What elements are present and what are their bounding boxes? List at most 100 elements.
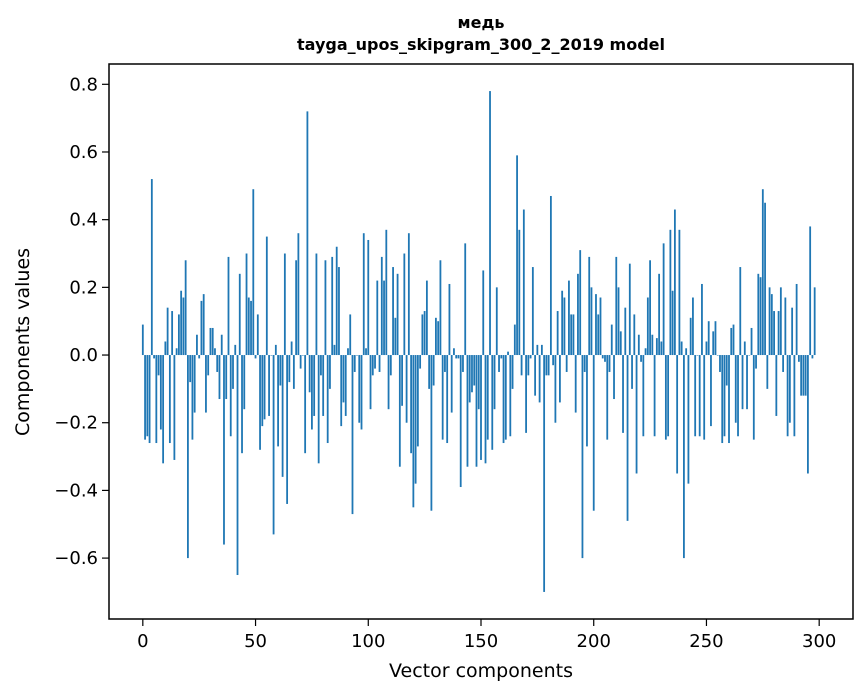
bar <box>245 253 248 356</box>
bar <box>786 355 789 437</box>
bar <box>788 355 791 423</box>
bar <box>236 355 239 576</box>
bar <box>225 355 228 400</box>
bar <box>214 348 216 356</box>
bar <box>491 355 494 450</box>
bar <box>504 355 507 440</box>
bar <box>586 355 588 447</box>
bar <box>563 297 566 356</box>
bar <box>746 355 748 410</box>
bar <box>247 297 250 356</box>
bar <box>202 294 205 356</box>
bar <box>421 314 424 356</box>
bar <box>173 355 176 460</box>
bar <box>313 355 316 416</box>
bar <box>473 355 476 386</box>
bar <box>378 355 381 372</box>
bar <box>168 355 171 444</box>
bar <box>628 263 631 356</box>
bar <box>157 355 160 376</box>
bar <box>410 355 413 454</box>
bar <box>344 355 347 416</box>
bar <box>360 355 363 430</box>
bar <box>164 341 167 356</box>
bar <box>329 355 331 389</box>
y-tick-label: 0.2 <box>69 277 98 298</box>
bar <box>286 355 289 504</box>
bar <box>320 355 322 376</box>
plot-frame <box>108 63 854 620</box>
bar <box>466 355 469 467</box>
bar <box>272 355 275 535</box>
x-tick-label: 200 <box>577 631 611 652</box>
bar <box>234 344 237 356</box>
bar <box>205 355 207 413</box>
bar <box>642 355 645 437</box>
bar <box>480 355 482 460</box>
bar <box>274 344 277 356</box>
x-tick-label: 250 <box>689 631 723 652</box>
bar <box>511 355 514 389</box>
bar <box>531 267 534 356</box>
bar <box>793 355 796 437</box>
bar <box>768 287 771 356</box>
bar <box>392 267 394 356</box>
bar <box>297 233 300 356</box>
bar <box>277 355 279 447</box>
bar <box>698 355 701 437</box>
bar <box>658 273 661 356</box>
bar <box>707 321 710 356</box>
bar <box>338 267 340 356</box>
bar <box>484 355 487 464</box>
bar <box>518 229 521 356</box>
bar <box>207 355 210 376</box>
bar <box>279 355 282 386</box>
bar <box>703 355 706 440</box>
bar <box>791 307 794 356</box>
bar <box>455 355 458 359</box>
bar <box>462 355 464 372</box>
bar <box>782 355 785 372</box>
bar <box>716 355 719 356</box>
bar <box>171 311 174 356</box>
bar-series <box>141 91 816 592</box>
bar <box>311 355 313 430</box>
bar <box>624 307 627 356</box>
bar <box>261 355 264 427</box>
bar <box>209 327 212 356</box>
bar <box>660 341 663 356</box>
bar <box>655 338 658 356</box>
bar <box>554 355 557 423</box>
bar <box>732 324 735 356</box>
chart-subtitle: tayga_upos_skipgram_300_2_2019 model <box>297 35 665 54</box>
bar <box>495 287 498 356</box>
bar <box>750 327 753 356</box>
bar <box>644 348 647 356</box>
bar <box>543 355 546 592</box>
bar <box>773 311 775 356</box>
bar <box>141 324 144 356</box>
bar <box>802 355 805 396</box>
bar <box>671 290 674 356</box>
bar <box>416 355 419 447</box>
bar <box>477 355 480 410</box>
bar <box>595 294 597 356</box>
chart-title: медь <box>458 13 505 32</box>
bar <box>513 324 516 356</box>
bar <box>592 355 595 511</box>
bar <box>288 355 291 383</box>
bar <box>254 355 257 359</box>
bar <box>570 314 573 356</box>
bar <box>419 355 422 369</box>
bar <box>549 195 552 356</box>
bar <box>797 355 800 362</box>
bar <box>232 355 234 389</box>
bar <box>525 355 527 433</box>
bar <box>342 355 345 403</box>
bar <box>331 256 334 356</box>
bar <box>326 355 329 444</box>
bar <box>448 283 451 356</box>
bar <box>559 355 561 403</box>
bar <box>446 355 449 444</box>
bar <box>509 355 512 437</box>
